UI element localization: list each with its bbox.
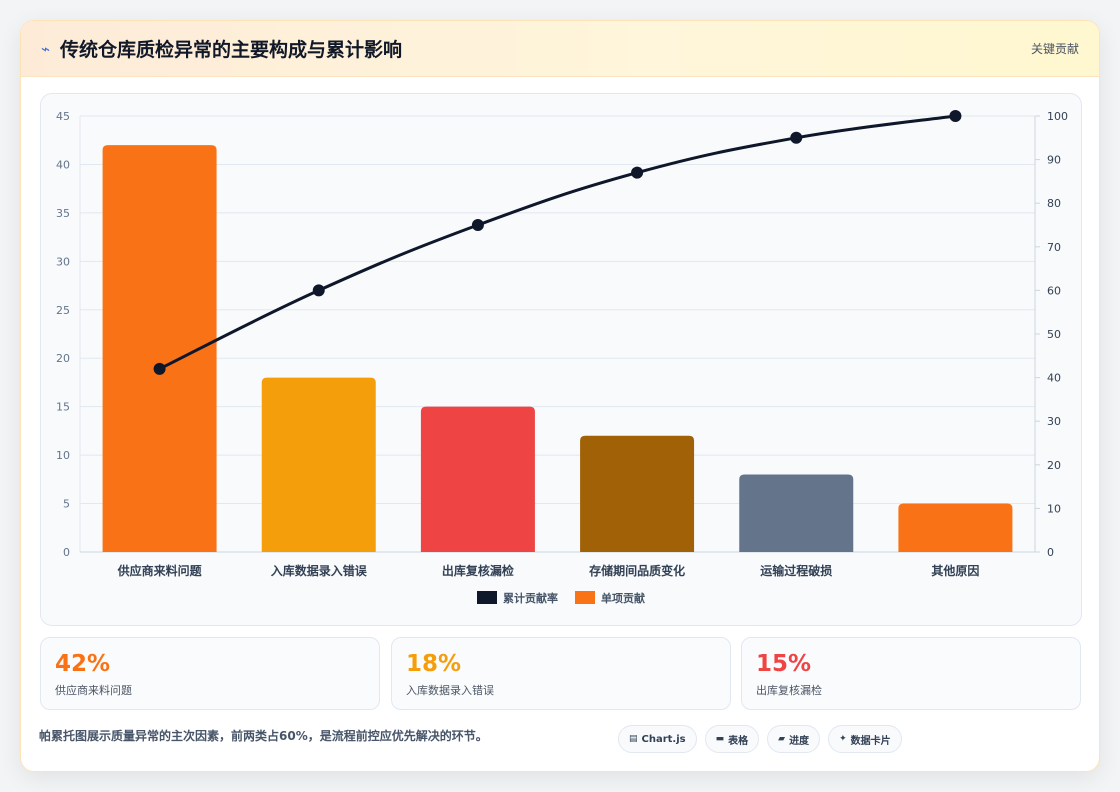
cumulative-point-5 (949, 110, 962, 122)
chart-icon: ▤ (629, 734, 638, 744)
bolt-icon: ⌁ (41, 39, 51, 58)
stat-label-2: 出库复核漏检 (756, 684, 822, 697)
stat-label-1: 入库数据录入错误 (406, 684, 494, 697)
y-right-tick-label: 100 (1047, 110, 1068, 123)
y-left-tick-label: 10 (56, 449, 70, 462)
y-right-tick-label: 70 (1047, 241, 1061, 254)
y-left-tick-label: 25 (56, 304, 70, 317)
legend-swatch-1 (575, 591, 595, 604)
y-right-tick-label: 20 (1047, 459, 1061, 472)
y-left-tick-label: 45 (56, 110, 70, 123)
bar-2 (420, 406, 535, 552)
tag-label: 数据卡片 (850, 735, 891, 747)
stat-card-0: 42% 供应商来料问题 (40, 637, 380, 710)
y-right-tick-label: 90 (1047, 154, 1061, 167)
cumulative-point-3 (631, 166, 644, 179)
cumulative-point-1 (312, 284, 325, 297)
y-left-tick-label: 30 (56, 255, 70, 268)
report-card: ⌁ 传统仓库质检异常的主要构成与累计影响 关键贡献 0 5 10 15 20 25 30 35… (20, 20, 1100, 772)
stat-value-0: 42% (55, 651, 111, 677)
y-right-tick-label: 40 (1047, 372, 1061, 385)
cumulative-point-0 (153, 362, 166, 375)
legend-label-0: 累计贡献率 (503, 591, 558, 605)
cumulative-point-4 (790, 131, 803, 144)
stat-label-0: 供应商来料问题 (55, 684, 132, 697)
x-tick-label-3: 存储期间品质变化 (588, 563, 685, 578)
y-right-tick-label: 60 (1047, 284, 1061, 297)
x-tick-label-0: 供应商来料问题 (117, 563, 203, 578)
y-left-tick-label: 20 (56, 352, 70, 365)
bar-5 (898, 503, 1013, 552)
y-left-tick-label: 35 (56, 207, 70, 220)
y-left-tick-label: 5 (63, 498, 70, 511)
y-right-tick-label: 80 (1047, 197, 1061, 210)
card-header: ⌁ 传统仓库质检异常的主要构成与累计影响 关键贡献 (21, 21, 1099, 77)
y-left-tick-label: 15 (56, 401, 70, 414)
pareto-chart: 0 5 10 15 20 25 30 35 40 45 0 10 20 30 40 50 60 70 80 90 100… (40, 93, 1082, 626)
sparkle-icon: ✦ (839, 734, 847, 744)
chart-canvas: 0 5 10 15 20 25 30 35 40 45 0 10 20 30 40 50 60 70 80 90 100… (56, 110, 1068, 605)
tag-list: ▤ Chart.js ▬ 表格 ▰ 进度 ✦ 数据卡片 (618, 725, 902, 753)
y-right-tick-label: 50 (1047, 328, 1061, 341)
tag-table[interactable]: ▬ 表格 (704, 725, 760, 753)
y-right-tick-label: 10 (1047, 502, 1061, 515)
tag-label: 进度 (789, 735, 810, 747)
header-left: ⌁ 传统仓库质检异常的主要构成与累计影响 (41, 35, 402, 62)
x-tick-label-4: 运输过程破损 (760, 563, 832, 578)
bar-0 (102, 145, 217, 553)
y-left-tick-label: 40 (56, 158, 70, 171)
cumulative-point-2 (471, 219, 484, 231)
legend-label-1: 单项贡献 (601, 591, 645, 605)
y-right-tick-label: 0 (1047, 546, 1054, 559)
stat-value-1: 18% (406, 651, 462, 677)
cumulative-line (158, 114, 956, 371)
page-title: 传统仓库质检异常的主要构成与累计影响 (60, 39, 403, 61)
progress-icon: ▰ (778, 734, 786, 744)
table-icon: ▬ (715, 734, 725, 744)
tag-data-card[interactable]: ✦ 数据卡片 (828, 725, 902, 753)
bar-1 (261, 377, 376, 552)
stat-value-2: 15% (756, 651, 812, 677)
header-tag: 关键贡献 (1030, 42, 1079, 56)
stat-card-1: 18% 入库数据录入错误 (391, 637, 731, 710)
y-right-tick-label: 30 (1047, 415, 1061, 428)
tag-label: 表格 (728, 735, 749, 747)
x-tick-label-5: 其他原因 (931, 563, 979, 578)
stat-card-2: 15% 出库复核漏检 (741, 637, 1081, 710)
y-left-tick-label: 0 (63, 546, 70, 559)
tag-chartjs[interactable]: ▤ Chart.js (618, 725, 697, 753)
bar-3 (580, 435, 695, 552)
x-tick-label-1: 入库数据录入错误 (271, 563, 368, 578)
bar-4 (739, 474, 854, 552)
tag-label: Chart.js (641, 733, 686, 745)
tag-progress[interactable]: ▰ 进度 (767, 725, 821, 753)
legend-swatch-0 (477, 591, 497, 604)
x-tick-label-2: 出库复核漏检 (442, 563, 514, 578)
footer-note: 帕累托图展示质量异常的主次因素，前两类占60%，是流程前控应优先解决的环节。 (39, 729, 488, 743)
